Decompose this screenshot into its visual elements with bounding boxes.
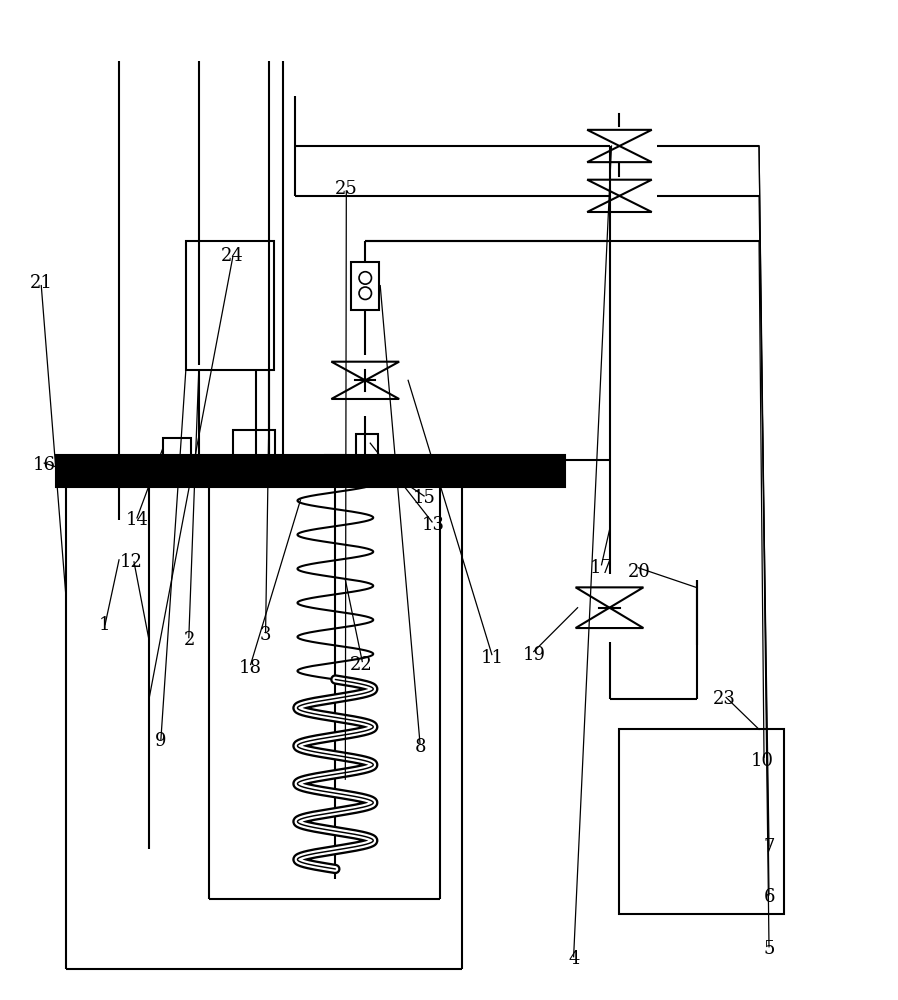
Bar — [57, 455, 565, 487]
Text: 13: 13 — [421, 516, 445, 534]
Bar — [186, 241, 274, 370]
Text: 24: 24 — [221, 247, 243, 265]
Bar — [233, 430, 275, 456]
Text: 12: 12 — [119, 553, 143, 571]
Text: 18: 18 — [239, 659, 261, 677]
Text: 17: 17 — [590, 559, 612, 577]
Text: 3: 3 — [260, 626, 271, 644]
Text: 4: 4 — [568, 950, 580, 968]
Bar — [325, 455, 346, 473]
Text: 7: 7 — [764, 838, 775, 856]
Text: 5: 5 — [764, 940, 775, 958]
Text: 1: 1 — [99, 616, 110, 634]
Text: 22: 22 — [350, 656, 373, 674]
Text: 9: 9 — [155, 732, 166, 750]
Text: 8: 8 — [415, 738, 427, 756]
Text: 10: 10 — [751, 752, 774, 770]
Text: 20: 20 — [628, 563, 650, 581]
Bar — [351, 262, 379, 310]
Text: 14: 14 — [126, 511, 149, 529]
Text: 11: 11 — [480, 649, 504, 667]
Text: 19: 19 — [523, 646, 546, 664]
Text: 6: 6 — [763, 888, 775, 906]
Bar — [163, 438, 190, 456]
Bar — [357, 434, 378, 456]
Text: 21: 21 — [31, 274, 53, 292]
Text: 2: 2 — [184, 631, 195, 649]
Text: 15: 15 — [412, 489, 436, 507]
Text: 23: 23 — [713, 690, 736, 708]
Text: 16: 16 — [33, 456, 56, 474]
Text: 25: 25 — [335, 180, 357, 198]
Bar — [620, 729, 784, 914]
